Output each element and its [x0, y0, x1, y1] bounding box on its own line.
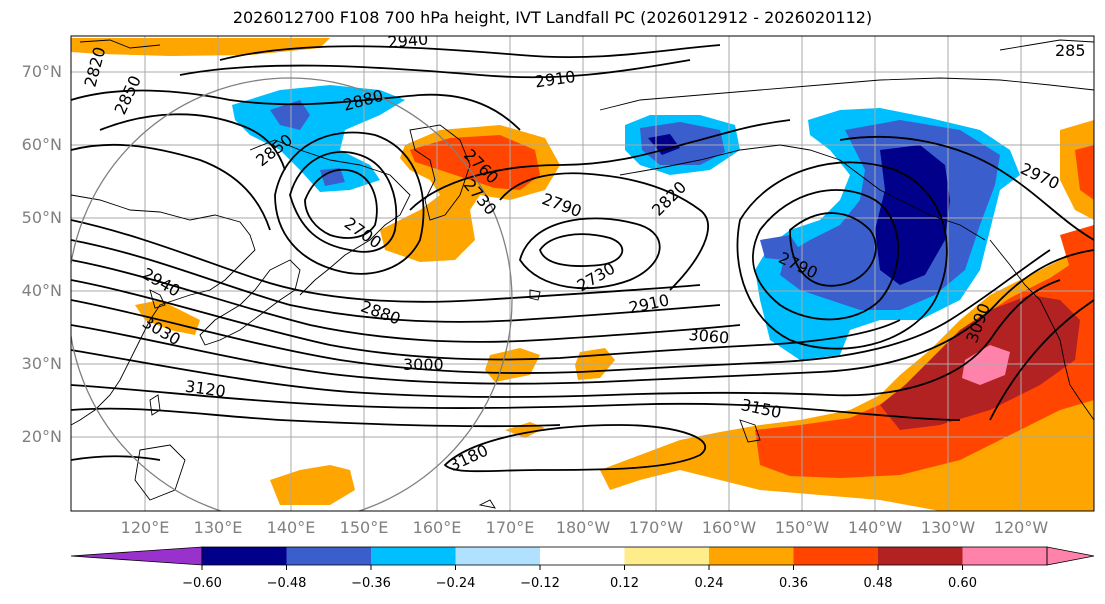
- colorbar-segment: [540, 547, 625, 565]
- lat-label: 50°N: [21, 208, 62, 227]
- lon-label: 130°E: [193, 518, 243, 537]
- colorbar-segment: [624, 547, 709, 565]
- lon-label: 150°W: [774, 518, 830, 537]
- colorbar-segment: [286, 547, 371, 565]
- lon-label: 120°W: [993, 518, 1049, 537]
- lon-label: 180°W: [555, 518, 611, 537]
- lon-label: 120°E: [120, 518, 170, 537]
- lon-label: 170°E: [485, 518, 535, 537]
- graticule: [71, 36, 1094, 511]
- map-title: 2026012700 F108 700 hPa height, IVT Land…: [232, 8, 873, 27]
- lat-label: 20°N: [21, 427, 62, 446]
- colorbar-segment: [455, 547, 540, 565]
- colorbar-segment: [962, 547, 1047, 565]
- colorbar-tick-label: 0.60: [948, 576, 977, 591]
- lat-label: 40°N: [21, 281, 62, 300]
- colorbar-tick-label: −0.12: [520, 576, 560, 591]
- lon-label: 170°W: [628, 518, 684, 537]
- map-panel: 2940 2910 2880 2850 2820 2850 2760 2730 …: [71, 29, 1094, 511]
- colorbar-tick-label: 0.24: [694, 576, 724, 591]
- landfall-region-circle: [71, 77, 513, 511]
- lon-label: 140°W: [847, 518, 903, 537]
- lon-label: 140°E: [266, 518, 316, 537]
- colorbar-extend-high: [1046, 546, 1095, 566]
- lon-label: 160°E: [412, 518, 462, 537]
- colorbar-segment: [709, 547, 794, 565]
- height-contours: [71, 44, 1094, 473]
- contour-label: 285: [1055, 41, 1086, 60]
- colorbar-segment: [202, 547, 287, 565]
- colorbar-segment: [371, 547, 456, 565]
- lat-label: 60°N: [21, 135, 62, 154]
- colorbar-tick-label: 0.12: [610, 576, 639, 591]
- lon-label: 130°W: [920, 518, 976, 537]
- colorbar-segment: [793, 547, 878, 565]
- lat-label: 70°N: [21, 62, 62, 81]
- colorbar-tick-label: −0.36: [351, 576, 391, 591]
- lon-label: 150°E: [339, 518, 389, 537]
- contour-label: 2940: [387, 29, 429, 51]
- lon-label: 160°W: [701, 518, 757, 537]
- colorbar-tick-label: −0.24: [435, 576, 476, 591]
- colorbar-extend-low: [70, 546, 203, 566]
- colorbar-tick-label: −0.48: [266, 576, 307, 591]
- map-frame: [70, 35, 1095, 512]
- colorbar-tick-label: 0.48: [863, 576, 893, 591]
- colorbar: [70, 546, 1095, 570]
- colorbar-tick-label: 0.36: [779, 576, 808, 591]
- colorbar-tick-label: −0.60: [182, 576, 222, 591]
- lat-label: 30°N: [21, 354, 62, 373]
- colorbar-segment: [878, 547, 963, 565]
- contour-label: 3000: [403, 355, 444, 374]
- contour-label: 3060: [688, 325, 730, 347]
